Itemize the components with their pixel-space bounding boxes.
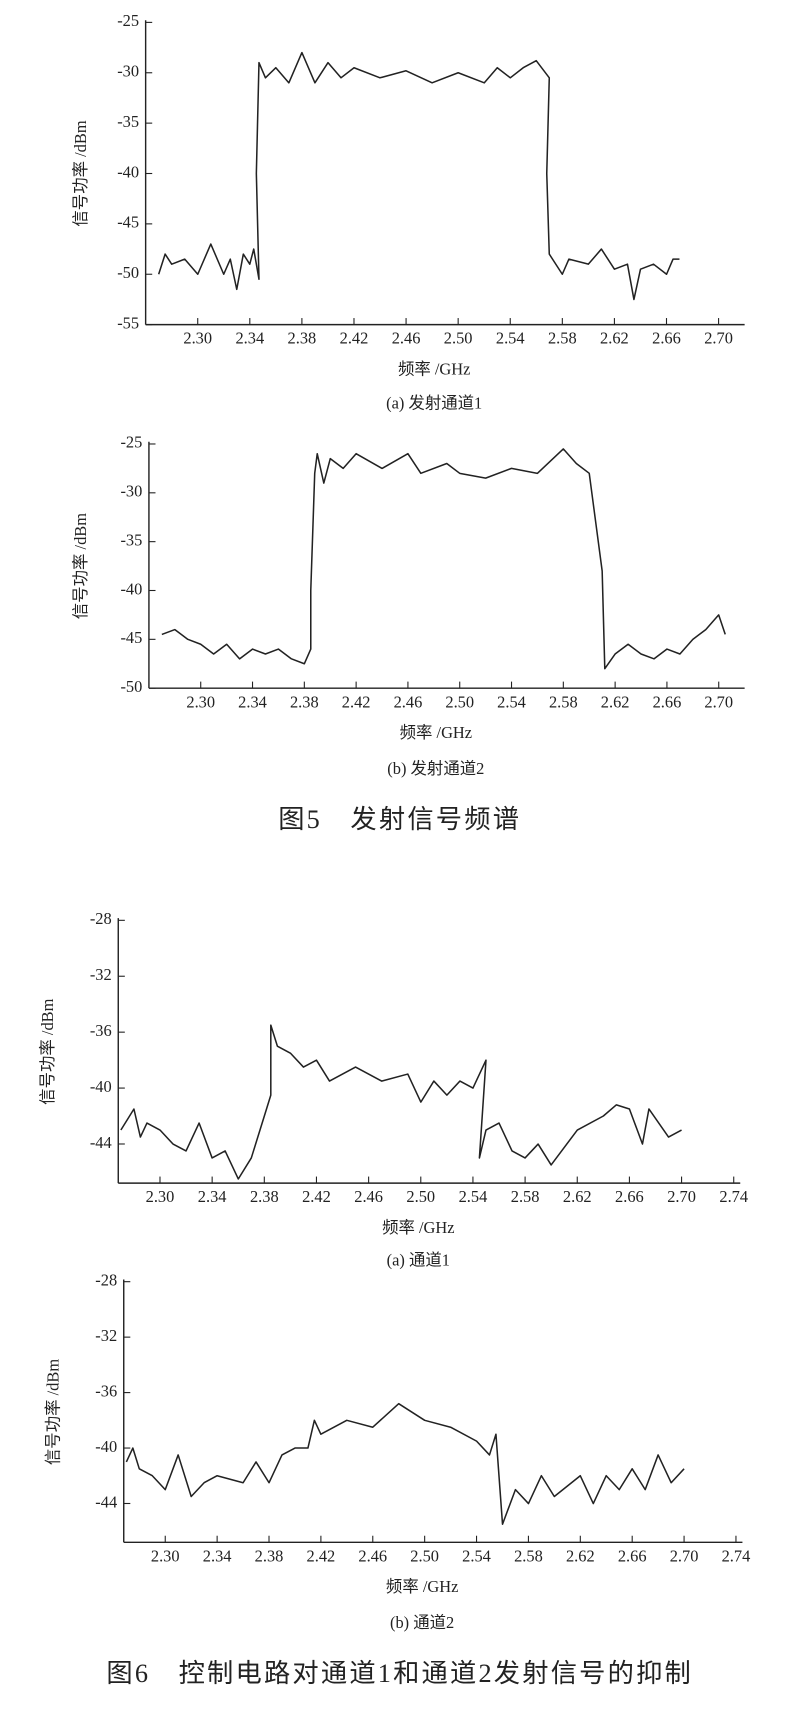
y-tick-label: -50 [120,677,142,696]
x-tick-label: 2.62 [563,1187,592,1206]
y-tick-label: -36 [90,1021,112,1040]
x-tick-label: 2.62 [601,692,630,711]
x-tick-label: 2.34 [235,329,264,348]
x-tick-label: 2.70 [670,1546,699,1565]
x-tick-label: 2.42 [307,1546,336,1565]
x-tick-label: 2.62 [566,1546,595,1565]
y-tick-label: -45 [117,213,139,232]
spectrum-line [120,1024,682,1180]
x-tick-label: 2.46 [394,692,423,711]
x-tick-label: 2.38 [255,1546,284,1565]
x-tick-label: 2.74 [719,1187,748,1206]
x-tick-label: 2.30 [183,329,212,348]
x-tick-label: 2.30 [186,692,215,711]
y-tick-label: -40 [95,1437,117,1456]
x-axis-label: 频率 /GHz [398,359,470,378]
y-tick-label: -50 [117,263,139,282]
y-axis-label: 信号功率 /dBm [71,120,90,226]
x-tick-label: 2.42 [302,1187,331,1206]
y-tick-label: -25 [117,11,139,30]
y-axis-label: 信号功率 /dBm [38,998,57,1104]
x-tick-label: 2.46 [354,1187,383,1206]
subtitle: (b) 通道2 [390,1613,454,1632]
x-axis-label: 频率 /GHz [400,723,472,742]
spectrum-line [161,448,726,670]
x-tick-label: 2.50 [445,692,474,711]
x-tick-label: 2.74 [722,1546,751,1565]
x-axis-label: 频率 /GHz [386,1577,458,1596]
subtitle: (a) 通道1 [387,1251,450,1270]
x-tick-label: 2.42 [342,692,371,711]
y-tick-label: -55 [117,313,139,332]
y-tick-label: -45 [120,628,142,647]
y-tick-label: -35 [117,112,139,131]
x-axis-label: 频率 /GHz [382,1218,454,1237]
x-tick-label: 2.66 [652,329,681,348]
x-tick-label: 2.50 [444,329,473,348]
spectrum-line [125,1402,685,1526]
y-tick-label: -40 [117,162,139,181]
x-tick-label: 2.58 [514,1546,543,1565]
x-tick-label: 2.38 [290,692,319,711]
x-tick-label: 2.34 [203,1546,232,1565]
x-tick-label: 2.54 [462,1546,491,1565]
x-tick-label: 2.66 [653,692,682,711]
y-tick-label: -32 [90,965,112,984]
x-tick-label: 2.58 [511,1187,540,1206]
x-tick-label: 2.42 [340,329,369,348]
subtitle: (a) 发射通道1 [386,393,482,412]
x-tick-label: 2.46 [358,1546,387,1565]
y-tick-label: -44 [95,1492,117,1511]
x-tick-label: 2.54 [496,329,525,348]
x-tick-label: 2.70 [667,1187,696,1206]
y-tick-label: -25 [120,433,142,452]
x-tick-label: 2.66 [615,1187,644,1206]
x-tick-label: 2.58 [549,692,578,711]
y-tick-label: -30 [117,62,139,81]
x-tick-label: 2.38 [288,329,317,348]
x-tick-label: 2.34 [238,692,267,711]
x-tick-label: 2.38 [250,1187,279,1206]
x-tick-label: 2.50 [406,1187,435,1206]
x-tick-label: 2.54 [497,692,526,711]
x-tick-label: 2.66 [618,1546,647,1565]
y-tick-label: -36 [95,1381,117,1400]
x-tick-label: 2.62 [600,329,629,348]
y-tick-label: -28 [95,1270,117,1289]
x-tick-label: 2.70 [704,692,733,711]
y-tick-label: -28 [90,909,112,928]
y-tick-label: -32 [95,1326,117,1345]
x-tick-label: 2.46 [392,329,421,348]
x-tick-label: 2.30 [151,1546,180,1565]
x-tick-label: 2.34 [198,1187,227,1206]
y-tick-label: -40 [120,579,142,598]
x-tick-label: 2.54 [459,1187,488,1206]
subtitle: (b) 发射通道2 [387,759,484,778]
spectrum-line [157,51,680,301]
x-tick-label: 2.50 [410,1546,439,1565]
y-tick-label: -44 [90,1133,112,1152]
figure-caption: 图6 控制电路对通道1和通道2发射信号的抑制 [106,1659,693,1688]
x-tick-label: 2.58 [548,329,577,348]
x-tick-label: 2.30 [146,1187,175,1206]
y-axis-label: 信号功率 /dBm [71,513,90,619]
y-tick-label: -35 [120,530,142,549]
figure-caption: 图5 发射信号频谱 [278,805,521,834]
x-tick-label: 2.70 [704,329,733,348]
y-tick-label: -40 [90,1077,112,1096]
y-tick-label: -30 [120,482,142,501]
y-axis-label: 信号功率 /dBm [44,1359,63,1465]
